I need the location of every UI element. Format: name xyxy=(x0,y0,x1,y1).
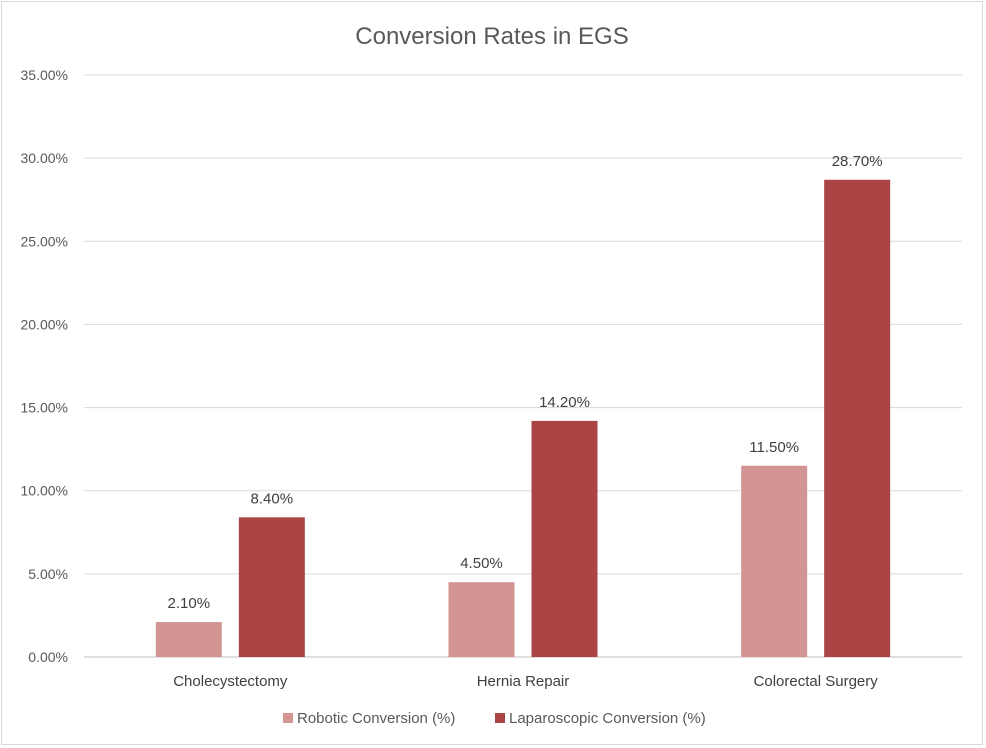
x-category-label: Hernia Repair xyxy=(477,673,570,690)
y-tick-label: 5.00% xyxy=(28,566,68,582)
y-axis-tick-labels: 0.00% 5.00% 10.00% 15.00% 20.00% 25.00% 30.00%… xyxy=(21,67,68,665)
data-label: 14.20% xyxy=(539,394,590,411)
x-category-label: Colorectal Surgery xyxy=(754,673,879,690)
bar xyxy=(531,420,598,657)
chart-title: Conversion Rates in EGS xyxy=(355,23,628,50)
y-tick-label: 0.00% xyxy=(28,649,68,665)
y-tick-label: 20.00% xyxy=(21,316,68,332)
legend-swatch xyxy=(283,713,293,723)
y-tick-label: 25.00% xyxy=(21,233,68,249)
bar xyxy=(824,179,891,657)
x-axis-category-labels: Cholecystectomy Hernia Repair Colorectal S… xyxy=(173,673,878,690)
bar xyxy=(448,582,515,657)
legend: Robotic Conversion (%) Laparoscopic Conve… xyxy=(283,710,706,727)
y-tick-label: 10.00% xyxy=(21,483,68,499)
data-labels: 2.10% 8.40% 4.50% 14.20% 11.50% 28.70% xyxy=(168,153,883,612)
legend-swatch xyxy=(495,713,505,723)
legend-entry: Robotic Conversion (%) xyxy=(297,710,455,727)
bar xyxy=(238,517,305,657)
y-tick-label: 15.00% xyxy=(21,400,68,416)
data-label: 4.50% xyxy=(460,555,503,572)
y-tick-label: 35.00% xyxy=(21,67,68,83)
bars xyxy=(155,179,891,657)
x-category-label: Cholecystectomy xyxy=(173,673,288,690)
bar xyxy=(155,622,222,657)
legend-entry: Laparoscopic Conversion (%) xyxy=(509,710,706,727)
data-label: 2.10% xyxy=(168,595,211,612)
y-tick-label: 30.00% xyxy=(21,150,68,166)
data-label: 8.40% xyxy=(251,490,294,507)
bar xyxy=(741,465,808,657)
data-label: 11.50% xyxy=(749,439,799,456)
data-label: 28.70% xyxy=(832,153,883,170)
gridlines xyxy=(84,74,962,658)
